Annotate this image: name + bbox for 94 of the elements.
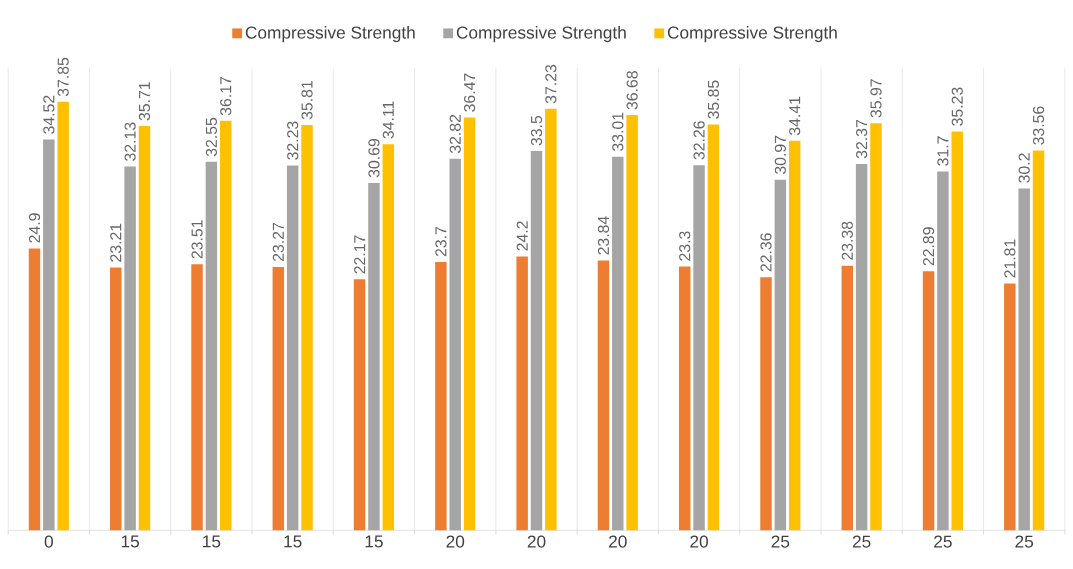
x-tick-label: 15 — [365, 535, 383, 548]
legend-label: Compressive Strength — [245, 25, 415, 43]
data-label: 21.81 — [1004, 239, 1016, 278]
bar — [855, 163, 868, 531]
data-label: 36.17 — [220, 76, 232, 116]
data-label: 23.27 — [272, 222, 284, 261]
bar — [57, 101, 69, 531]
bar — [191, 264, 203, 531]
bar — [286, 165, 299, 531]
bar — [693, 165, 705, 531]
x-tick-label: 0 — [44, 535, 53, 548]
bar — [124, 166, 136, 531]
bar — [774, 179, 787, 531]
bar — [301, 124, 313, 531]
bar — [597, 260, 610, 531]
x-tick-label: 15 — [203, 535, 221, 548]
bar — [382, 144, 395, 531]
data-label: 34.11 — [382, 101, 394, 139]
data-label: 24.2 — [516, 221, 528, 251]
data-label: 35.71 — [138, 82, 151, 121]
bar — [43, 139, 55, 531]
legend-label: Compressive Strength — [456, 25, 626, 43]
data-label: 23.84 — [597, 216, 610, 255]
bar — [937, 171, 949, 531]
data-label: 23.38 — [841, 221, 853, 260]
data-label: 35.23 — [951, 87, 963, 126]
bar — [516, 256, 528, 531]
data-label: 33.01 — [612, 112, 624, 151]
data-label: 33.5 — [530, 115, 543, 146]
data-label: 30.69 — [368, 138, 380, 178]
bar — [138, 125, 151, 531]
bar — [353, 279, 366, 531]
data-label: 32.13 — [124, 122, 136, 161]
data-label: 22.36 — [760, 233, 772, 272]
bar — [678, 266, 691, 531]
x-tick-label: 15 — [121, 535, 139, 548]
data-label: 22.89 — [922, 227, 935, 266]
data-label: 35.81 — [301, 80, 313, 120]
bar — [205, 161, 218, 531]
bar — [545, 108, 557, 531]
bar — [368, 182, 380, 531]
bar — [707, 124, 720, 531]
data-label: 35.97 — [870, 79, 882, 118]
x-tick-label: 15 — [284, 535, 302, 548]
data-label: 37.85 — [57, 57, 69, 97]
x-tick-label: 20 — [446, 535, 465, 548]
x-tick-label: 25 — [771, 535, 790, 548]
bar — [788, 140, 801, 531]
bar — [951, 131, 963, 531]
x-tick-label: 20 — [527, 535, 546, 548]
bar — [612, 156, 624, 531]
data-label: 36.68 — [626, 70, 638, 110]
bar — [463, 117, 476, 531]
bar — [922, 271, 935, 531]
data-label: 32.37 — [856, 119, 868, 159]
bar — [449, 158, 461, 531]
x-tick-label: 25 — [1015, 535, 1034, 548]
data-label: 22.17 — [354, 235, 366, 274]
data-label: 32.55 — [205, 117, 217, 157]
bar — [220, 120, 232, 531]
bar — [110, 267, 122, 531]
data-label: 30.2 — [1018, 153, 1030, 183]
bar — [1018, 188, 1030, 531]
bar — [272, 266, 285, 531]
x-tick-label: 25 — [934, 535, 952, 548]
data-label: 34.41 — [789, 96, 801, 135]
bar — [1004, 283, 1016, 531]
data-label: 35.85 — [707, 80, 720, 119]
x-tick-label: 20 — [609, 535, 627, 548]
legend-label: Compressive Strength — [667, 25, 837, 43]
bar — [1032, 150, 1045, 531]
x-tick-label: 25 — [852, 535, 871, 548]
bar — [626, 114, 638, 531]
bar — [760, 277, 772, 531]
data-label: 23.7 — [435, 226, 447, 257]
bar — [435, 261, 447, 531]
data-label: 23.21 — [110, 223, 122, 262]
data-label: 34.52 — [43, 95, 55, 134]
data-label: 32.23 — [287, 121, 299, 160]
bar — [870, 123, 882, 531]
data-label: 37.23 — [545, 64, 557, 104]
data-label: 32.26 — [693, 121, 705, 160]
data-label: 30.97 — [774, 135, 786, 174]
bar — [28, 248, 41, 531]
x-tick-label: 20 — [690, 535, 708, 548]
data-label: 24.9 — [28, 213, 41, 243]
data-label: 33.56 — [1032, 106, 1045, 145]
bar — [841, 265, 853, 531]
data-label: 31.7 — [937, 136, 949, 166]
data-label: 23.3 — [679, 231, 691, 261]
bar — [530, 150, 543, 531]
data-label: 36.47 — [463, 73, 476, 112]
data-label: 32.82 — [449, 114, 461, 153]
data-label: 23.51 — [191, 220, 203, 259]
